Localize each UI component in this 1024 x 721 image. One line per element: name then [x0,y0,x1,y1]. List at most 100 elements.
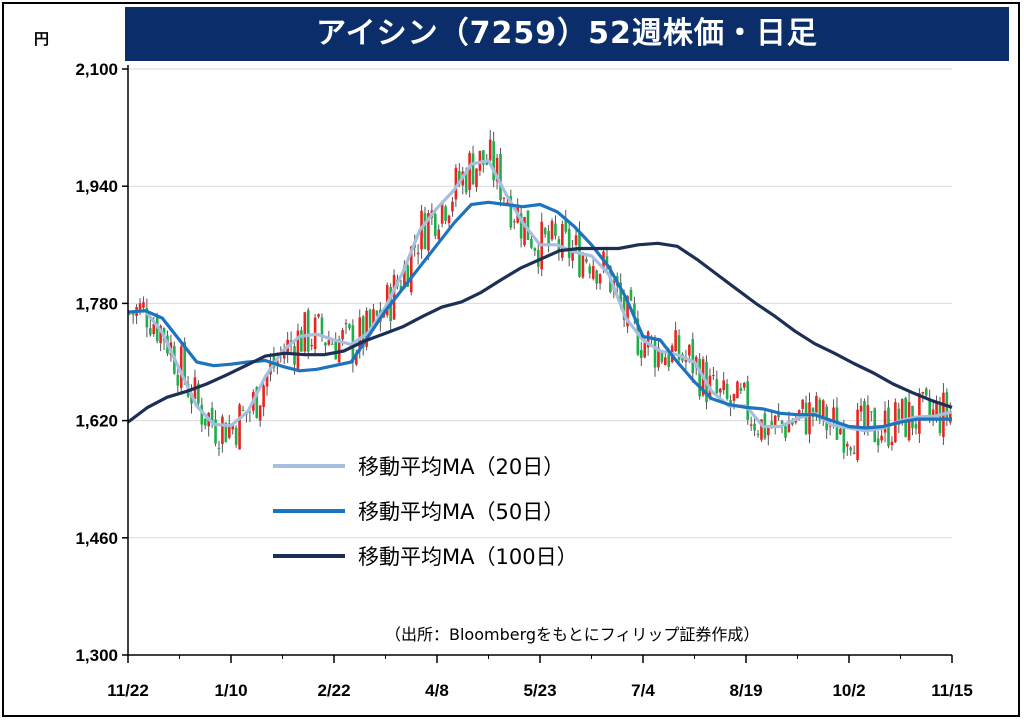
candle-body [664,357,667,366]
candle-body [324,342,327,346]
candle-body [918,393,921,434]
candle-body [533,248,537,251]
candle-body [492,141,495,181]
candle-body [866,405,870,430]
candle-body [928,398,931,416]
candle-body [176,374,180,386]
candle-body [691,339,695,374]
candle-body [433,213,437,236]
candle-body [241,410,245,412]
candle-body [409,246,413,293]
page-title: アイシン（7259）52週株価・日足 [316,16,818,51]
y-tick-label: 2,100 [75,60,118,79]
candle-body [358,317,362,352]
candle-body [550,220,554,240]
legend-label-ma50: 移動平均MA（50日） [358,500,564,524]
candle-body [605,256,609,266]
candle-body [262,385,265,408]
candle-body [777,412,780,418]
candle-body [722,380,725,391]
candle-body [595,270,598,284]
candle-body [794,419,798,423]
candle-body [416,252,420,255]
candle-body [863,401,866,429]
candle-body [880,435,883,441]
candle-body [736,381,739,399]
candle-body [739,387,743,391]
candle-body [749,424,753,426]
candle-body [815,396,818,413]
candle-body [197,383,200,404]
candle-body [231,425,235,430]
candle-body [464,171,468,193]
candle-body [849,447,853,451]
candle-body [677,335,681,360]
candle-body [547,230,550,245]
candle-body [361,316,365,349]
candle-body [646,331,650,348]
y-tick-label: 1,300 [75,646,118,665]
candle-body [526,210,530,240]
candle-body [904,397,907,437]
candle-body [131,312,135,315]
candle-body [873,408,877,443]
candle-body [317,314,320,317]
candle-body [530,239,533,248]
candle-body [512,221,516,223]
candle-body [859,405,863,412]
candle-body [258,405,262,421]
candle-body [633,303,636,315]
candle-body [423,213,427,249]
candle-body [581,255,585,278]
candle-body [643,342,647,358]
candle-body [598,274,602,284]
candle-body [732,393,736,401]
moving-average-layer [127,159,953,433]
candle-body [519,213,523,239]
candle-body [523,217,526,246]
candle-body [657,347,660,368]
candle-body [636,318,640,355]
candle-body [265,374,269,387]
candle-body [214,419,217,444]
candle-body [138,303,142,313]
candle-body [818,399,822,420]
y-tick-label: 1,460 [75,529,118,548]
candle-body [571,248,574,261]
title-bar: アイシン（7259）52週株価・日足 [125,7,1009,61]
candle-body [770,421,774,428]
candle-body [375,310,379,316]
candle-body [296,330,300,370]
candle-body [227,423,231,438]
candle-body [561,223,564,258]
candle-body [458,171,461,185]
candle-body [832,407,835,421]
x-tick-label: 4/8 [425,681,449,700]
legend-label-ma20: 移動平均MA（20日） [358,455,564,479]
candle-body [718,388,722,393]
candle-body [179,346,183,388]
candle-body [341,330,344,340]
candle-body [485,161,489,165]
candle-body [554,223,557,236]
axis-layer: 2,100 1,940 1,780 1,620 1,460 1,300 11/22 1/10 2… [75,60,972,700]
candle-body [712,375,715,377]
candle-body [300,330,303,352]
candle-body [688,344,691,356]
candle-body [839,428,842,435]
candle-body [334,341,338,360]
candle-body [355,352,358,365]
x-tick-label: 1/10 [214,681,247,700]
candle-body [787,421,791,433]
candle-body [931,409,935,420]
candle-body [897,408,901,425]
y-tick-label: 1,620 [75,412,118,431]
candle-body [427,213,430,251]
candle-body [509,196,513,228]
candle-body [870,411,873,413]
candle-body [797,410,801,415]
candle-body [564,217,568,232]
candle-body [890,441,894,446]
